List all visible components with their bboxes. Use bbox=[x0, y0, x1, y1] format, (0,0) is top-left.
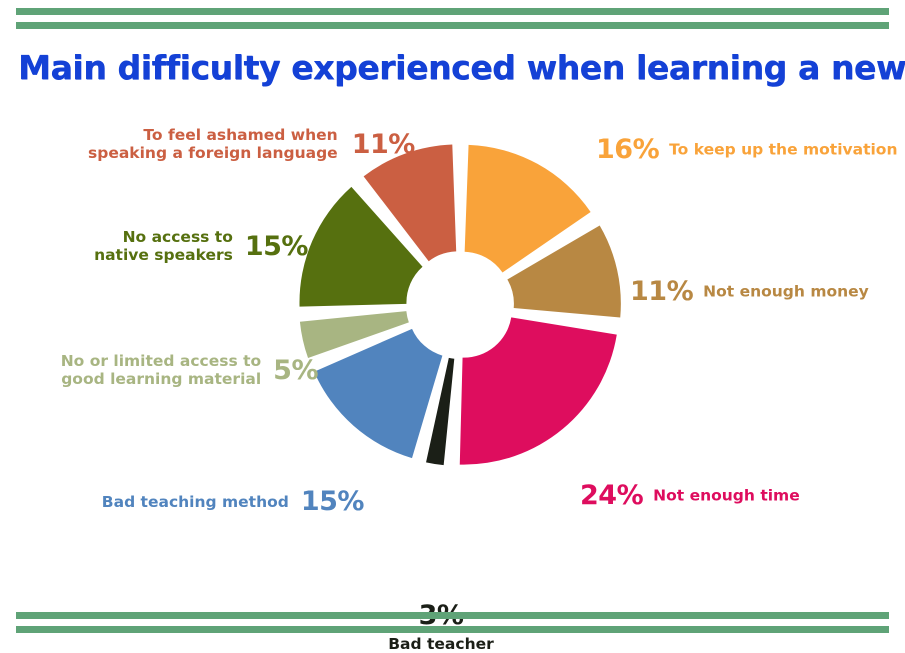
decorative-rule-top-2 bbox=[16, 22, 889, 29]
decorative-rule-bottom-2 bbox=[16, 626, 889, 633]
callout-native-speakers-label-line2: native speakers bbox=[94, 246, 233, 265]
donut-slice bbox=[299, 311, 409, 359]
page-title: Main difficulty experienced when learnin… bbox=[18, 48, 905, 87]
callout-native-speakers-label: No access to native speakers bbox=[94, 228, 233, 265]
callout-learning-material-percent: 5% bbox=[273, 354, 318, 386]
callout-learning-material-label-line1: No or limited access to bbox=[60, 352, 262, 370]
callout-motivation-label: To keep up the motivation bbox=[669, 140, 898, 159]
callout-ashamed-percent: 11% bbox=[351, 128, 416, 160]
callout-learning-material: No or limited access to good learning mat… bbox=[28, 352, 319, 389]
callout-learning-material-label-line2: good learning material bbox=[61, 370, 262, 389]
callout-money-label: Not enough money bbox=[703, 282, 869, 301]
donut-slice bbox=[363, 144, 457, 262]
donut-slice bbox=[464, 144, 591, 273]
donut-slice bbox=[299, 186, 423, 307]
callout-ashamed-label-line2: speaking a foreign language bbox=[88, 144, 338, 163]
callout-ashamed-label-line1: To feel ashamed when bbox=[143, 126, 338, 144]
donut-slice bbox=[507, 225, 621, 318]
callout-native-speakers: No access to native speakers 15% bbox=[48, 228, 308, 265]
callout-bad-teaching-method-label: Bad teaching method bbox=[101, 492, 289, 511]
decorative-rule-top-1 bbox=[16, 8, 889, 15]
callout-money: 11% Not enough money bbox=[630, 276, 869, 307]
callout-motivation: 16% To keep up the motivation bbox=[596, 134, 897, 165]
donut-slice bbox=[459, 317, 617, 465]
callout-native-speakers-label-line1: No access to bbox=[122, 228, 233, 246]
callout-motivation-percent: 16% bbox=[596, 134, 660, 165]
callout-time-label: Not enough time bbox=[653, 486, 800, 505]
callout-time-percent: 24% bbox=[580, 480, 644, 511]
callout-learning-material-label: No or limited access to good learning mat… bbox=[61, 352, 261, 389]
callout-ashamed-label: To feel ashamed when speaking a foreign l… bbox=[88, 126, 338, 163]
callout-bad-teaching-method: Bad teaching method 15% bbox=[88, 486, 365, 517]
donut-chart-svg bbox=[299, 144, 621, 466]
donut-slice bbox=[426, 357, 455, 466]
donut-slice bbox=[314, 328, 443, 459]
donut-chart: 16% To keep up the motivation 11% Not enou… bbox=[0, 100, 905, 653]
callout-bad-teaching-method-percent: 15% bbox=[300, 486, 365, 517]
decorative-rule-bottom-1 bbox=[16, 612, 889, 619]
donut-slice-group bbox=[299, 144, 621, 466]
callout-money-percent: 11% bbox=[630, 276, 694, 307]
callout-time: 24% Not enough time bbox=[580, 480, 800, 511]
callout-bad-teacher-label: Bad teacher bbox=[388, 635, 494, 653]
callout-ashamed: To feel ashamed when speaking a foreign l… bbox=[88, 126, 415, 163]
callout-native-speakers-percent: 15% bbox=[244, 230, 309, 262]
